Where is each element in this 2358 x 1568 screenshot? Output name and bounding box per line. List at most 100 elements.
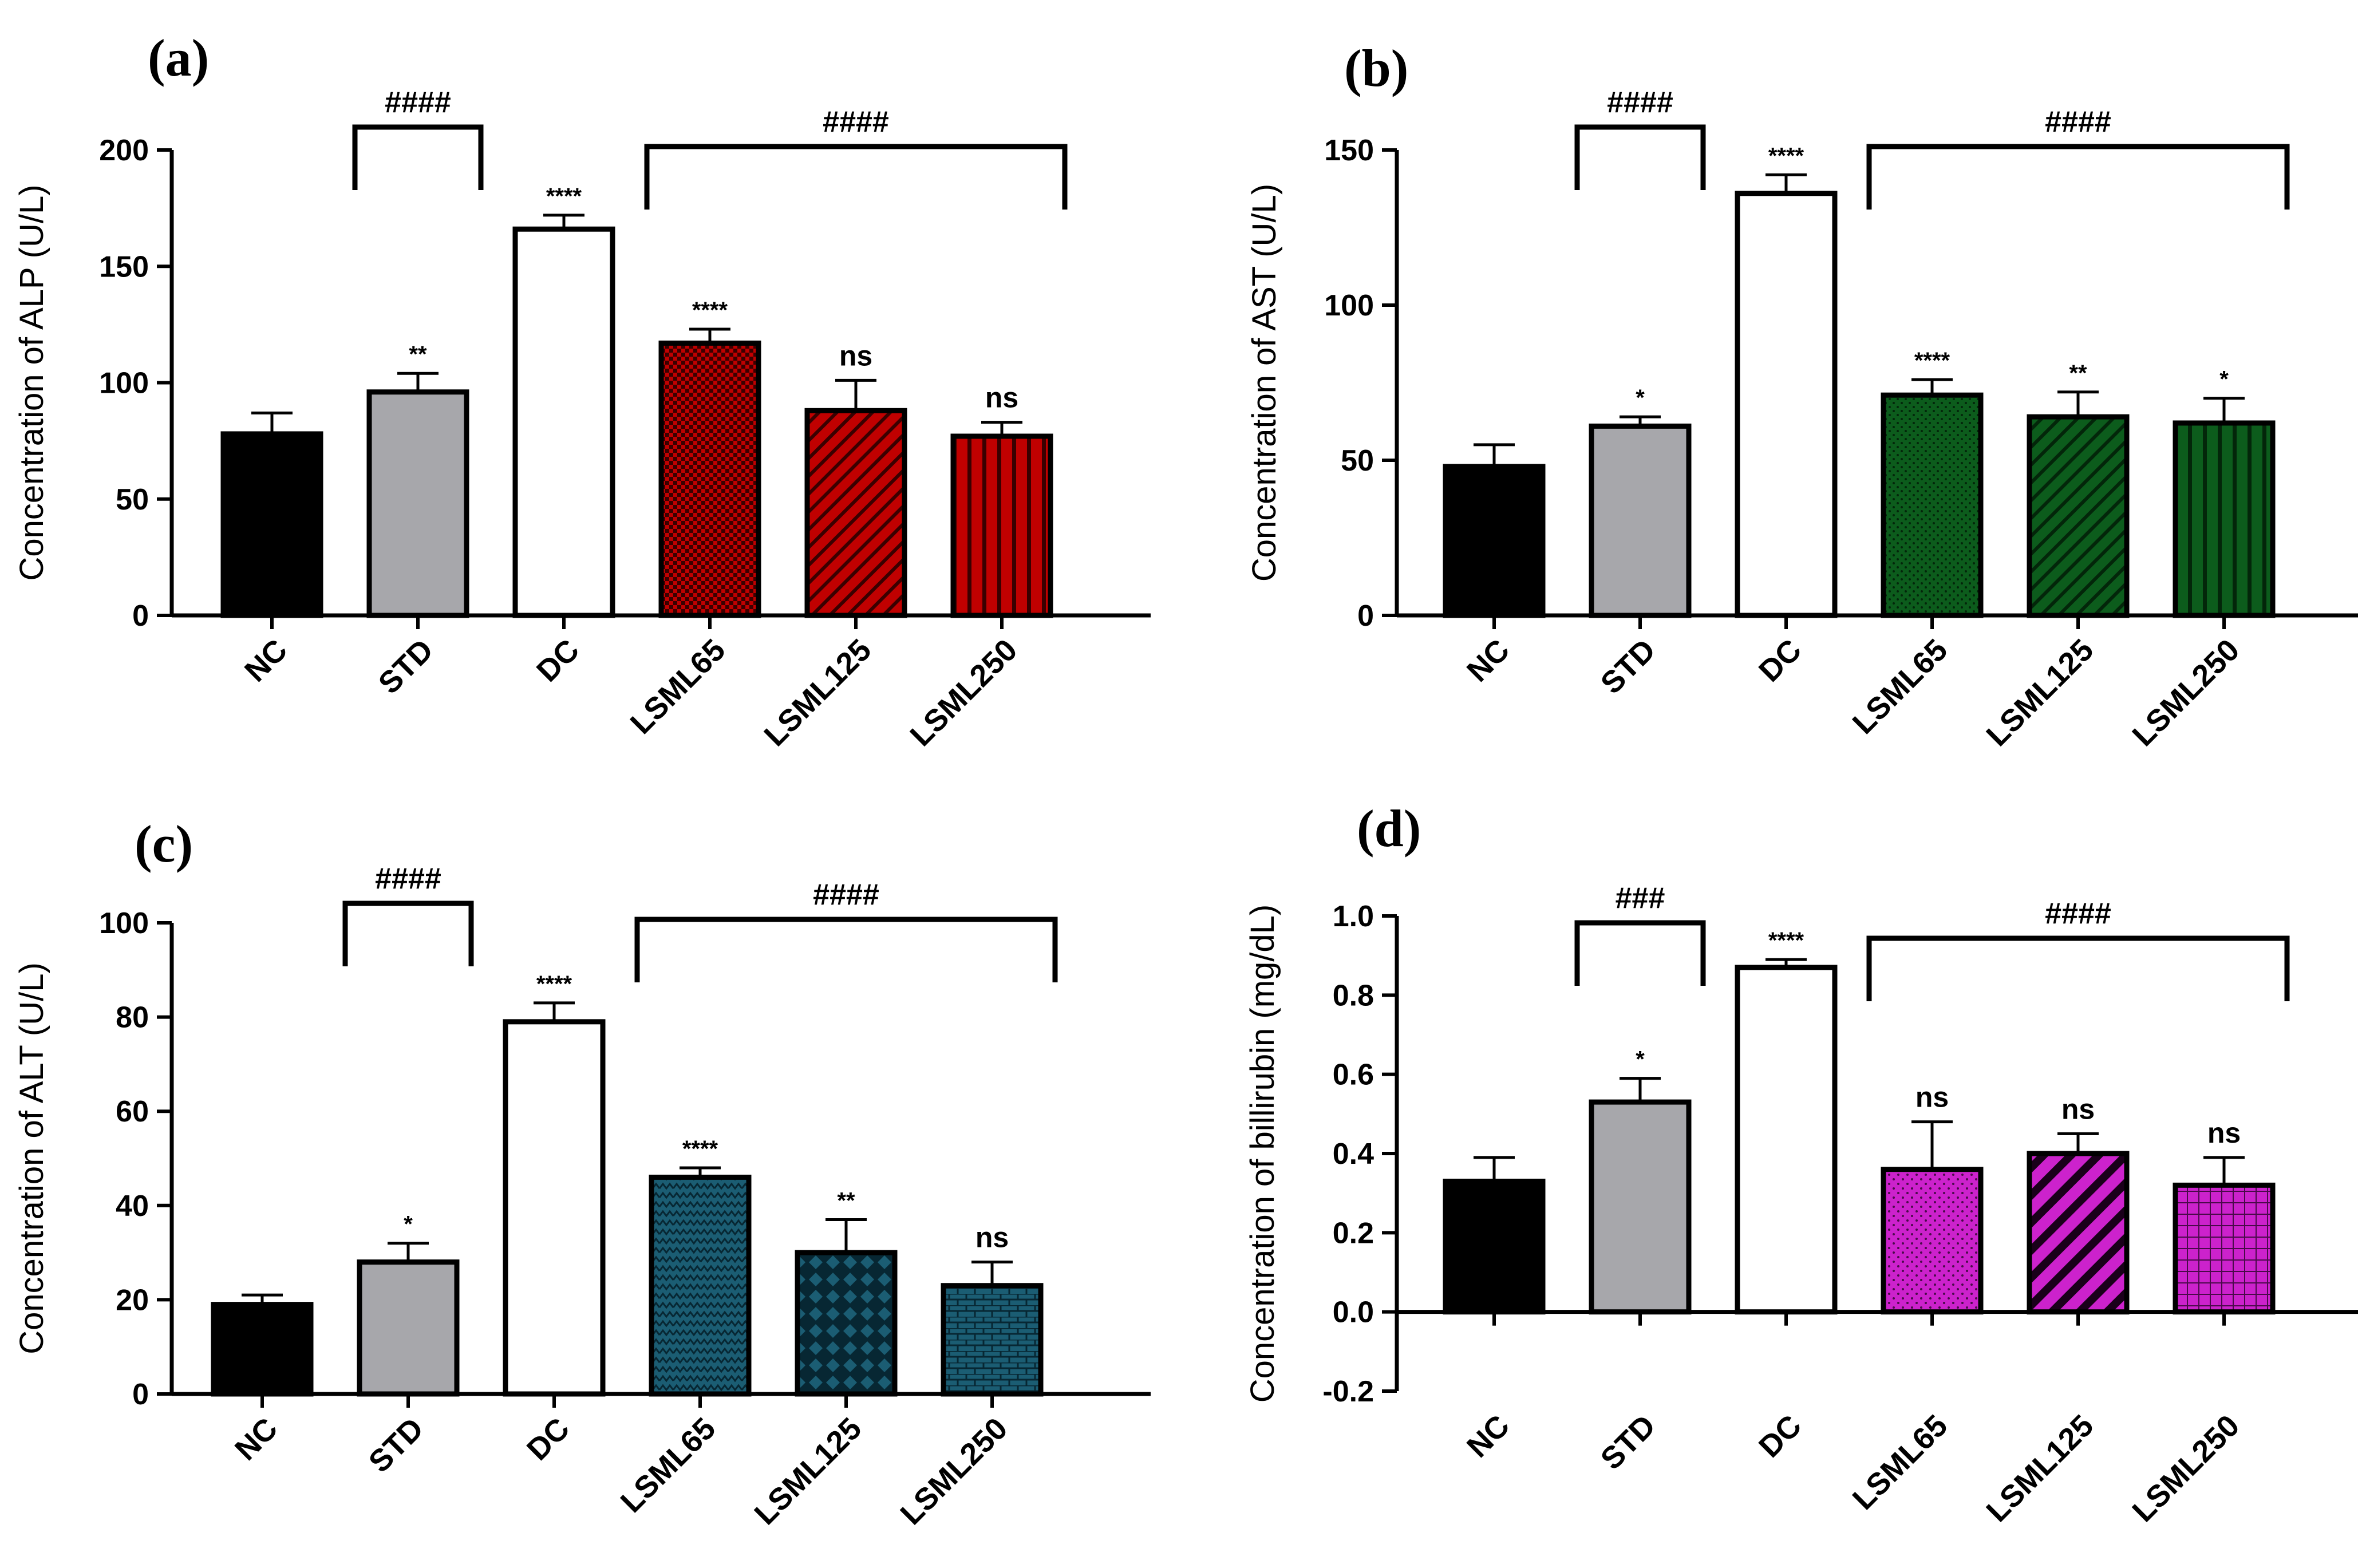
- x-category-label: LSML65: [1846, 633, 1954, 741]
- bar-lsml125: [2027, 1151, 2130, 1315]
- x-category-label: LSML125: [757, 633, 878, 753]
- x-category-label: LSML125: [1980, 633, 2100, 753]
- significance-label: ns: [2207, 1117, 2241, 1149]
- significance-label: *: [1636, 385, 1645, 410]
- y-tick-label: 100: [99, 367, 149, 400]
- y-tick-label: 0.4: [1333, 1138, 1374, 1171]
- y-axis-label: Concentration of ALP (U/L): [13, 184, 50, 580]
- x-category-label: DC: [1752, 633, 1808, 689]
- significance-label: ns: [1915, 1081, 1949, 1113]
- chart-panel-4: (d) Concentration of billirubin (mg/dL) -0…: [1244, 799, 2358, 1528]
- y-tick-label: 0.8: [1333, 979, 1374, 1012]
- significance-label: **: [837, 1188, 855, 1213]
- x-category-label: LSML250: [2126, 1408, 2246, 1528]
- significance-label: ns: [975, 1222, 1009, 1254]
- bracket-label: ####: [2045, 105, 2111, 139]
- x-category-label: LSML125: [748, 1411, 868, 1531]
- bar-std: [1589, 1099, 1692, 1315]
- significance-label: ns: [2061, 1093, 2095, 1125]
- x-category-label: STD: [1594, 1408, 1662, 1476]
- comparison-bracket: [1866, 144, 2290, 210]
- significance-label: ****: [692, 298, 728, 323]
- significance-label: ns: [839, 339, 872, 372]
- y-tick-label: 0.2: [1333, 1217, 1374, 1250]
- significance-label: *: [2219, 367, 2229, 392]
- y-tick-label: 1.0: [1333, 900, 1374, 933]
- x-category-label: LSML250: [903, 633, 1024, 753]
- bar-lsml65: [1881, 392, 1984, 618]
- y-axis-label: Concentration of ALT (U/L): [13, 962, 50, 1354]
- y-tick-label: 0.0: [1333, 1296, 1374, 1329]
- comparison-bracket: [352, 124, 484, 190]
- x-category-label: NC: [228, 1411, 285, 1467]
- bar-lsml65: [649, 1174, 752, 1397]
- x-category-label: LSML65: [624, 633, 732, 741]
- bracket-label: ####: [1607, 86, 1673, 119]
- x-category-label: DC: [1752, 1408, 1808, 1464]
- significance-label: ns: [985, 382, 1018, 414]
- bracket-label: ####: [385, 86, 451, 119]
- y-tick-label: -0.2: [1322, 1375, 1374, 1408]
- bar-dc: [1735, 191, 1838, 618]
- y-tick-label: 60: [116, 1095, 149, 1128]
- significance-label: ****: [682, 1136, 718, 1162]
- bar-nc: [220, 431, 323, 618]
- comparison-bracket: [342, 900, 474, 966]
- comparison-bracket: [1574, 124, 1706, 190]
- significance-label: ****: [546, 184, 582, 209]
- significance-label: **: [2069, 361, 2087, 386]
- bar-lsml250: [2173, 420, 2276, 618]
- x-category-label: LSML65: [614, 1411, 722, 1519]
- bar-lsml125: [2027, 414, 2130, 618]
- significance-label: *: [1636, 1047, 1645, 1072]
- significance-label: ****: [1768, 143, 1804, 168]
- bar-nc: [211, 1302, 314, 1397]
- significance-label: *: [404, 1212, 413, 1237]
- y-tick-label: 150: [1324, 134, 1374, 167]
- chart-panel-1: (a) Concentration of ALP (U/L) 0 50 100 150 20…: [13, 29, 1151, 753]
- bracket-label: ####: [813, 878, 879, 911]
- y-tick-label: 0: [132, 1378, 149, 1411]
- bracket-label: ####: [375, 862, 441, 895]
- significance-label: ****: [1768, 928, 1804, 953]
- bracket-label: ###: [1616, 882, 1665, 915]
- bar-dc: [1735, 965, 1838, 1315]
- x-category-label: LSML250: [894, 1411, 1014, 1531]
- bracket-label: ####: [823, 105, 889, 139]
- bar-nc: [1443, 1178, 1546, 1315]
- y-tick-label: 200: [99, 134, 149, 167]
- y-axis-label: Concentration of billirubin (mg/dL): [1244, 905, 1281, 1403]
- bar-std: [366, 389, 469, 618]
- bracket-label: ####: [2045, 897, 2111, 930]
- y-tick-label: 50: [116, 483, 149, 516]
- y-tick-label: 0: [132, 599, 149, 633]
- y-tick-label: 150: [99, 250, 149, 283]
- chart-panel-2: (b) Concentration of AST (U/L) 0 50 100 150 NC…: [1246, 39, 2358, 753]
- y-axis-label: Concentration of AST (U/L): [1246, 184, 1283, 582]
- y-tick-label: 100: [1324, 289, 1374, 322]
- panel-label: (d): [1357, 799, 1421, 858]
- bar-lsml250: [2173, 1182, 2276, 1315]
- comparison-bracket: [644, 144, 1068, 210]
- x-category-label: DC: [520, 1411, 576, 1467]
- panel-label: (b): [1344, 39, 1408, 97]
- comparison-bracket: [634, 917, 1058, 982]
- x-category-label: STD: [362, 1411, 430, 1479]
- significance-label: **: [409, 342, 427, 367]
- x-category-label: LSML65: [1846, 1408, 1954, 1516]
- bar-nc: [1443, 464, 1546, 618]
- bar-dc: [512, 226, 615, 618]
- y-tick-label: 40: [116, 1190, 149, 1223]
- significance-label: ****: [1914, 348, 1950, 373]
- x-category-label: NC: [1460, 1408, 1516, 1464]
- x-category-label: STD: [372, 633, 440, 701]
- bar-lsml125: [795, 1250, 898, 1397]
- x-category-label: DC: [530, 633, 586, 689]
- y-tick-label: 100: [99, 907, 149, 940]
- bar-lsml65: [1881, 1167, 1984, 1315]
- significance-label: ****: [536, 971, 572, 997]
- y-tick-label: 0: [1357, 599, 1374, 633]
- panel-label: (a): [148, 29, 209, 87]
- y-tick-label: 0.6: [1333, 1059, 1374, 1092]
